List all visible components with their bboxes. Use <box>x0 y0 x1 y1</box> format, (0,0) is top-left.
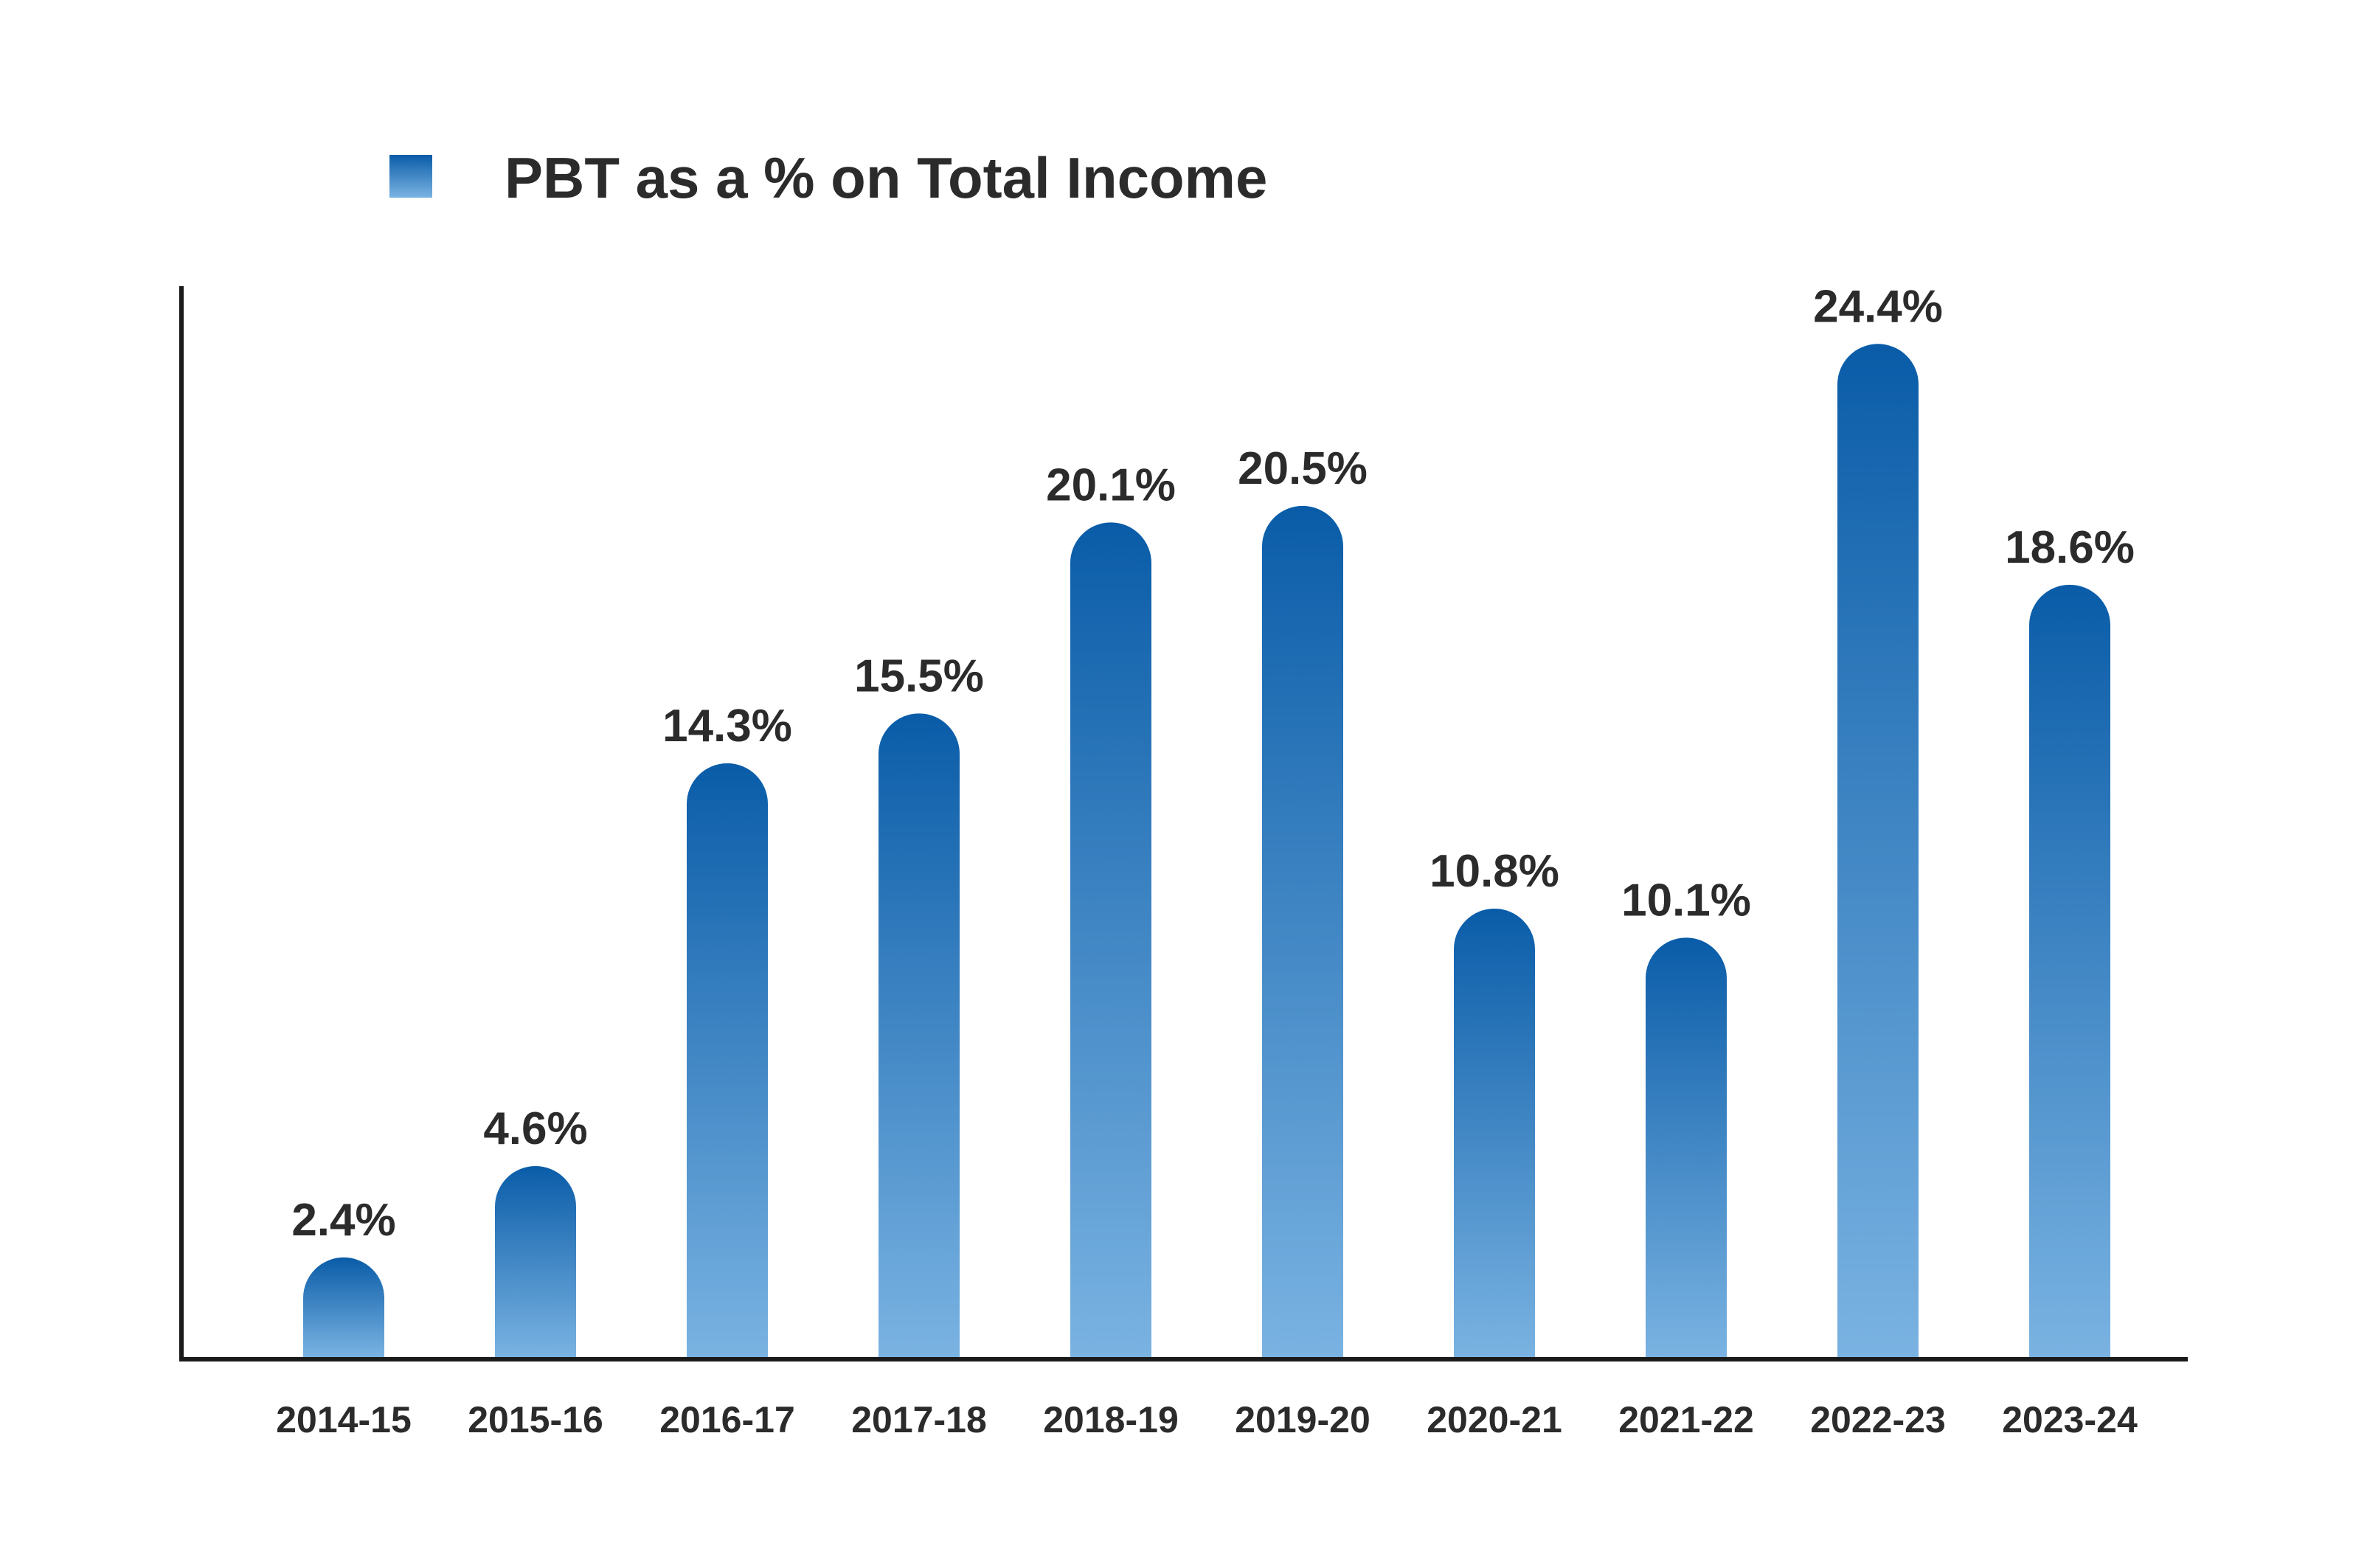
legend-label: PBT as a % on Total Income <box>505 145 1267 210</box>
value-label-2022-23: 24.4% <box>1813 281 1943 332</box>
category-label-2018-19: 2018-19 <box>1043 1399 1179 1440</box>
bar-2014-15 <box>303 1257 384 1357</box>
value-label-2017-18: 15.5% <box>854 651 984 701</box>
category-label-2021-22: 2021-22 <box>1618 1399 1754 1440</box>
axes <box>179 286 2188 1361</box>
legend: PBT as a % on Total Income <box>389 145 1267 210</box>
value-label-2019-20: 20.5% <box>1238 443 1368 494</box>
category-labels: 2014-15 2015-16 2016-17 2017-18 2018-19 2019-… <box>276 1399 2138 1440</box>
bar-2022-23 <box>1837 344 1919 1357</box>
category-label-2020-21: 2020-21 <box>1427 1399 1562 1440</box>
bar-2015-16 <box>495 1166 576 1357</box>
legend-swatch <box>389 155 432 198</box>
category-label-2022-23: 2022-23 <box>1810 1399 1946 1440</box>
bar-2023-24 <box>2029 584 2110 1357</box>
bar-2019-20 <box>1262 505 1343 1357</box>
category-label-2023-24: 2023-24 <box>2002 1399 2138 1440</box>
value-labels: 2.4% 4.6% 14.3% 15.5% 20.1% 20.5% 10.8% 10.1% 24… <box>291 281 2135 1246</box>
bar-2018-19 <box>1070 522 1151 1358</box>
value-label-2015-16: 4.6% <box>483 1103 587 1154</box>
bars <box>303 344 2110 1358</box>
category-label-2014-15: 2014-15 <box>276 1399 412 1440</box>
bar-2021-22 <box>1646 937 1727 1357</box>
bar-2017-18 <box>879 713 960 1357</box>
category-label-2016-17: 2016-17 <box>659 1399 795 1440</box>
category-label-2017-18: 2017-18 <box>851 1399 987 1440</box>
value-label-2023-24: 18.6% <box>2005 522 2135 573</box>
value-label-2020-21: 10.8% <box>1430 846 1559 897</box>
bar-2016-17 <box>687 763 768 1357</box>
value-label-2016-17: 14.3% <box>662 701 792 752</box>
value-label-2018-19: 20.1% <box>1046 459 1176 510</box>
category-label-2015-16: 2015-16 <box>468 1399 603 1440</box>
value-label-2021-22: 10.1% <box>1621 875 1751 926</box>
category-label-2019-20: 2019-20 <box>1235 1399 1370 1440</box>
value-label-2014-15: 2.4% <box>291 1195 395 1246</box>
bar-2020-21 <box>1453 908 1535 1357</box>
